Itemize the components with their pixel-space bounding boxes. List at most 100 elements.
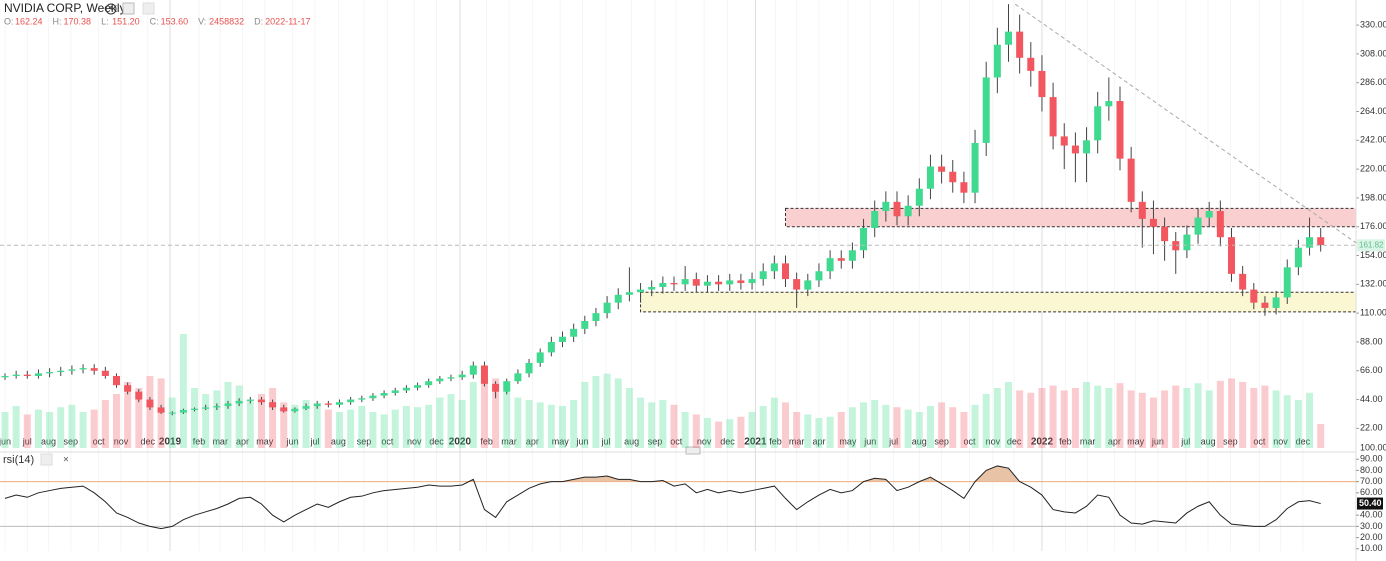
- ohlc-label: H:: [53, 16, 62, 26]
- volume-bar: [436, 397, 444, 448]
- volume-bar: [848, 407, 856, 448]
- volume-bar: [536, 402, 544, 448]
- x-tick-label: mar: [1080, 436, 1096, 446]
- rsi-tick-label: 60.00: [1360, 487, 1383, 497]
- rsi-close-button[interactable]: ×: [63, 455, 69, 466]
- volume-bars: [1, 334, 1325, 448]
- volume-bar: [938, 402, 946, 448]
- candle-body: [347, 399, 355, 403]
- volume-bar: [826, 416, 834, 448]
- volume-scale-label: 100.00: [1360, 442, 1386, 452]
- volume-bar: [369, 412, 377, 448]
- volume-bar: [79, 412, 87, 448]
- volume-bar: [124, 382, 132, 448]
- volume-bar: [23, 414, 31, 448]
- volume-bar: [68, 404, 76, 448]
- x-tick-label: 2019: [159, 437, 182, 448]
- candle-body: [302, 406, 310, 409]
- volume-bar: [514, 397, 522, 448]
- candle-body: [1172, 241, 1180, 251]
- candle-body: [1149, 218, 1157, 227]
- candle-body: [993, 44, 1001, 78]
- volume-bar: [447, 394, 455, 448]
- x-tick-label: aug: [41, 436, 56, 446]
- candle-body: [793, 279, 801, 290]
- candle-body: [124, 385, 132, 392]
- candle-body: [871, 211, 879, 229]
- x-tick-label: dec: [140, 436, 155, 446]
- volume-bar: [882, 404, 890, 448]
- volume-bar: [1261, 385, 1269, 448]
- candle-body: [938, 166, 946, 172]
- y-tick-label: 198.00: [1360, 192, 1386, 202]
- x-tick-label: nov: [114, 436, 129, 446]
- x-tick-label: aug: [331, 436, 346, 446]
- rsi-move-button[interactable]: [40, 453, 53, 466]
- volume-bar: [837, 412, 845, 448]
- volume-bar: [1049, 385, 1057, 448]
- volume-bar: [1149, 397, 1157, 448]
- candle-body: [291, 408, 299, 412]
- x-tick-label: oct: [93, 436, 106, 446]
- x-tick-label: may: [552, 436, 570, 446]
- x-tick-label: 2021: [744, 437, 767, 448]
- candle-body: [1228, 237, 1235, 274]
- ohlc-value: 2458832: [209, 16, 244, 26]
- volume-bar: [90, 409, 98, 448]
- volume-bar: [402, 406, 410, 448]
- pane-handle[interactable]: [685, 446, 701, 455]
- volume-bar: [57, 407, 65, 448]
- volume-bar: [982, 394, 990, 448]
- candle-body: [1294, 247, 1302, 268]
- x-tick-label: aug: [1201, 436, 1216, 446]
- header-icons[interactable]: [105, 2, 155, 15]
- candle-body: [893, 201, 901, 217]
- clock-icon[interactable]: [105, 3, 117, 15]
- x-tick-label: jul: [1180, 436, 1190, 446]
- volume-bar: [1027, 392, 1035, 448]
- ohlc-label: L:: [101, 16, 109, 26]
- volume-bar: [1272, 390, 1280, 448]
- x-tick-label: jul: [600, 436, 610, 446]
- candle-body: [1016, 31, 1024, 58]
- candle-body: [224, 403, 232, 407]
- volume-bar: [692, 414, 700, 448]
- x-tick-label: sep: [357, 436, 372, 446]
- volume-bar: [246, 400, 254, 448]
- candle-body: [860, 228, 868, 251]
- volume-bar: [480, 373, 488, 448]
- candle-body: [90, 368, 98, 371]
- volume-bar: [625, 388, 633, 448]
- candle-body: [1250, 289, 1258, 303]
- candle-body: [1183, 234, 1191, 251]
- volume-bar: [603, 373, 611, 448]
- x-tick-label: apr: [236, 436, 249, 446]
- x-tick-label: mar: [501, 436, 517, 446]
- edit-button[interactable]: [122, 2, 135, 15]
- volume-bar: [737, 416, 745, 448]
- x-tick-label: apr: [1108, 436, 1121, 446]
- candle-body: [1071, 145, 1079, 154]
- ohlc-value: 153.60: [161, 16, 189, 26]
- pin-button[interactable]: [142, 2, 155, 15]
- candle-body: [670, 283, 678, 285]
- candle-body: [135, 391, 143, 400]
- ohlc-label: D:: [254, 16, 263, 26]
- x-tick-label: jul: [309, 436, 319, 446]
- x-tick-label: sep: [64, 436, 79, 446]
- volume-bar: [224, 382, 232, 448]
- candle-body: [402, 387, 410, 391]
- x-tick-label: nov: [697, 436, 712, 446]
- volume-bar: [1183, 388, 1191, 448]
- ohlc-label: V:: [198, 16, 206, 26]
- volume-bar: [380, 414, 388, 448]
- candle-body: [157, 407, 165, 413]
- volume-bar: [648, 402, 656, 448]
- x-tick-label: dec: [1007, 436, 1022, 446]
- volume-bar: [759, 406, 767, 448]
- candle-body: [68, 369, 76, 371]
- candle-body: [592, 313, 600, 321]
- x-tick-label: feb: [1059, 436, 1072, 446]
- volume-bar: [1172, 385, 1180, 448]
